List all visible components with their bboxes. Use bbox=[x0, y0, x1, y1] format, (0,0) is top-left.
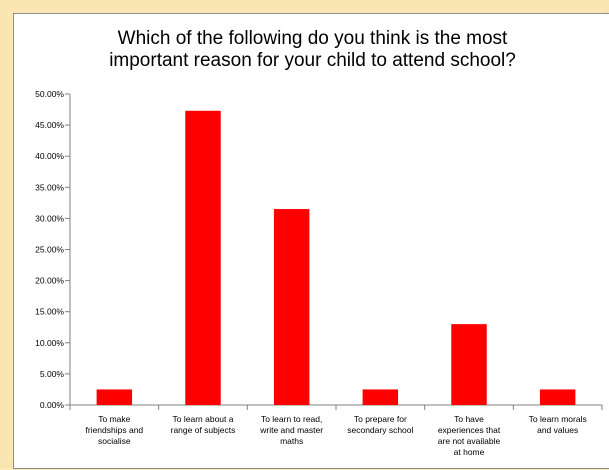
x-category-label: To learn about a range of subjects bbox=[171, 414, 236, 435]
y-tick-label: 45.00% bbox=[35, 120, 64, 130]
bar bbox=[185, 110, 221, 405]
x-category-label: To learn to read, write and master maths bbox=[259, 414, 323, 446]
bar-chart: 0.00% 5.00% 10.00% 15.00% 20.00% 25.00% 30.00%… bbox=[35, 89, 603, 457]
y-tick-label: 30.00% bbox=[35, 213, 64, 223]
y-tick-label: 50.00% bbox=[35, 89, 64, 99]
chart-area: Which of the following do you think is t… bbox=[13, 13, 609, 469]
x-category-label: To prepare for secondary school bbox=[347, 414, 413, 435]
x-category-label: To have experiences that are not available… bbox=[438, 414, 501, 457]
bar bbox=[273, 209, 310, 405]
y-tick-label: 40.00% bbox=[35, 151, 64, 161]
bar bbox=[362, 389, 399, 405]
bar bbox=[96, 389, 133, 405]
y-tick-label: 20.00% bbox=[35, 276, 64, 286]
x-category-label: To make friendships and socialise bbox=[86, 414, 144, 446]
y-tick-label: 15.00% bbox=[35, 307, 64, 317]
x-category-label: To learn morals and values bbox=[529, 414, 587, 435]
chart-title: Which of the following do you think is t… bbox=[14, 28, 609, 72]
y-tick-label: 35.00% bbox=[35, 182, 64, 192]
chart-title-line-2: important reason for your child to atten… bbox=[109, 50, 516, 71]
y-tick-label: 5.00% bbox=[40, 369, 65, 379]
y-tick-label: 0.00% bbox=[40, 400, 65, 410]
y-tick-label: 10.00% bbox=[35, 338, 64, 348]
chart-title-line-1: Which of the following do you think is t… bbox=[117, 28, 508, 49]
y-tick-label: 25.00% bbox=[35, 245, 64, 255]
bar bbox=[451, 324, 487, 405]
bar bbox=[539, 389, 576, 405]
